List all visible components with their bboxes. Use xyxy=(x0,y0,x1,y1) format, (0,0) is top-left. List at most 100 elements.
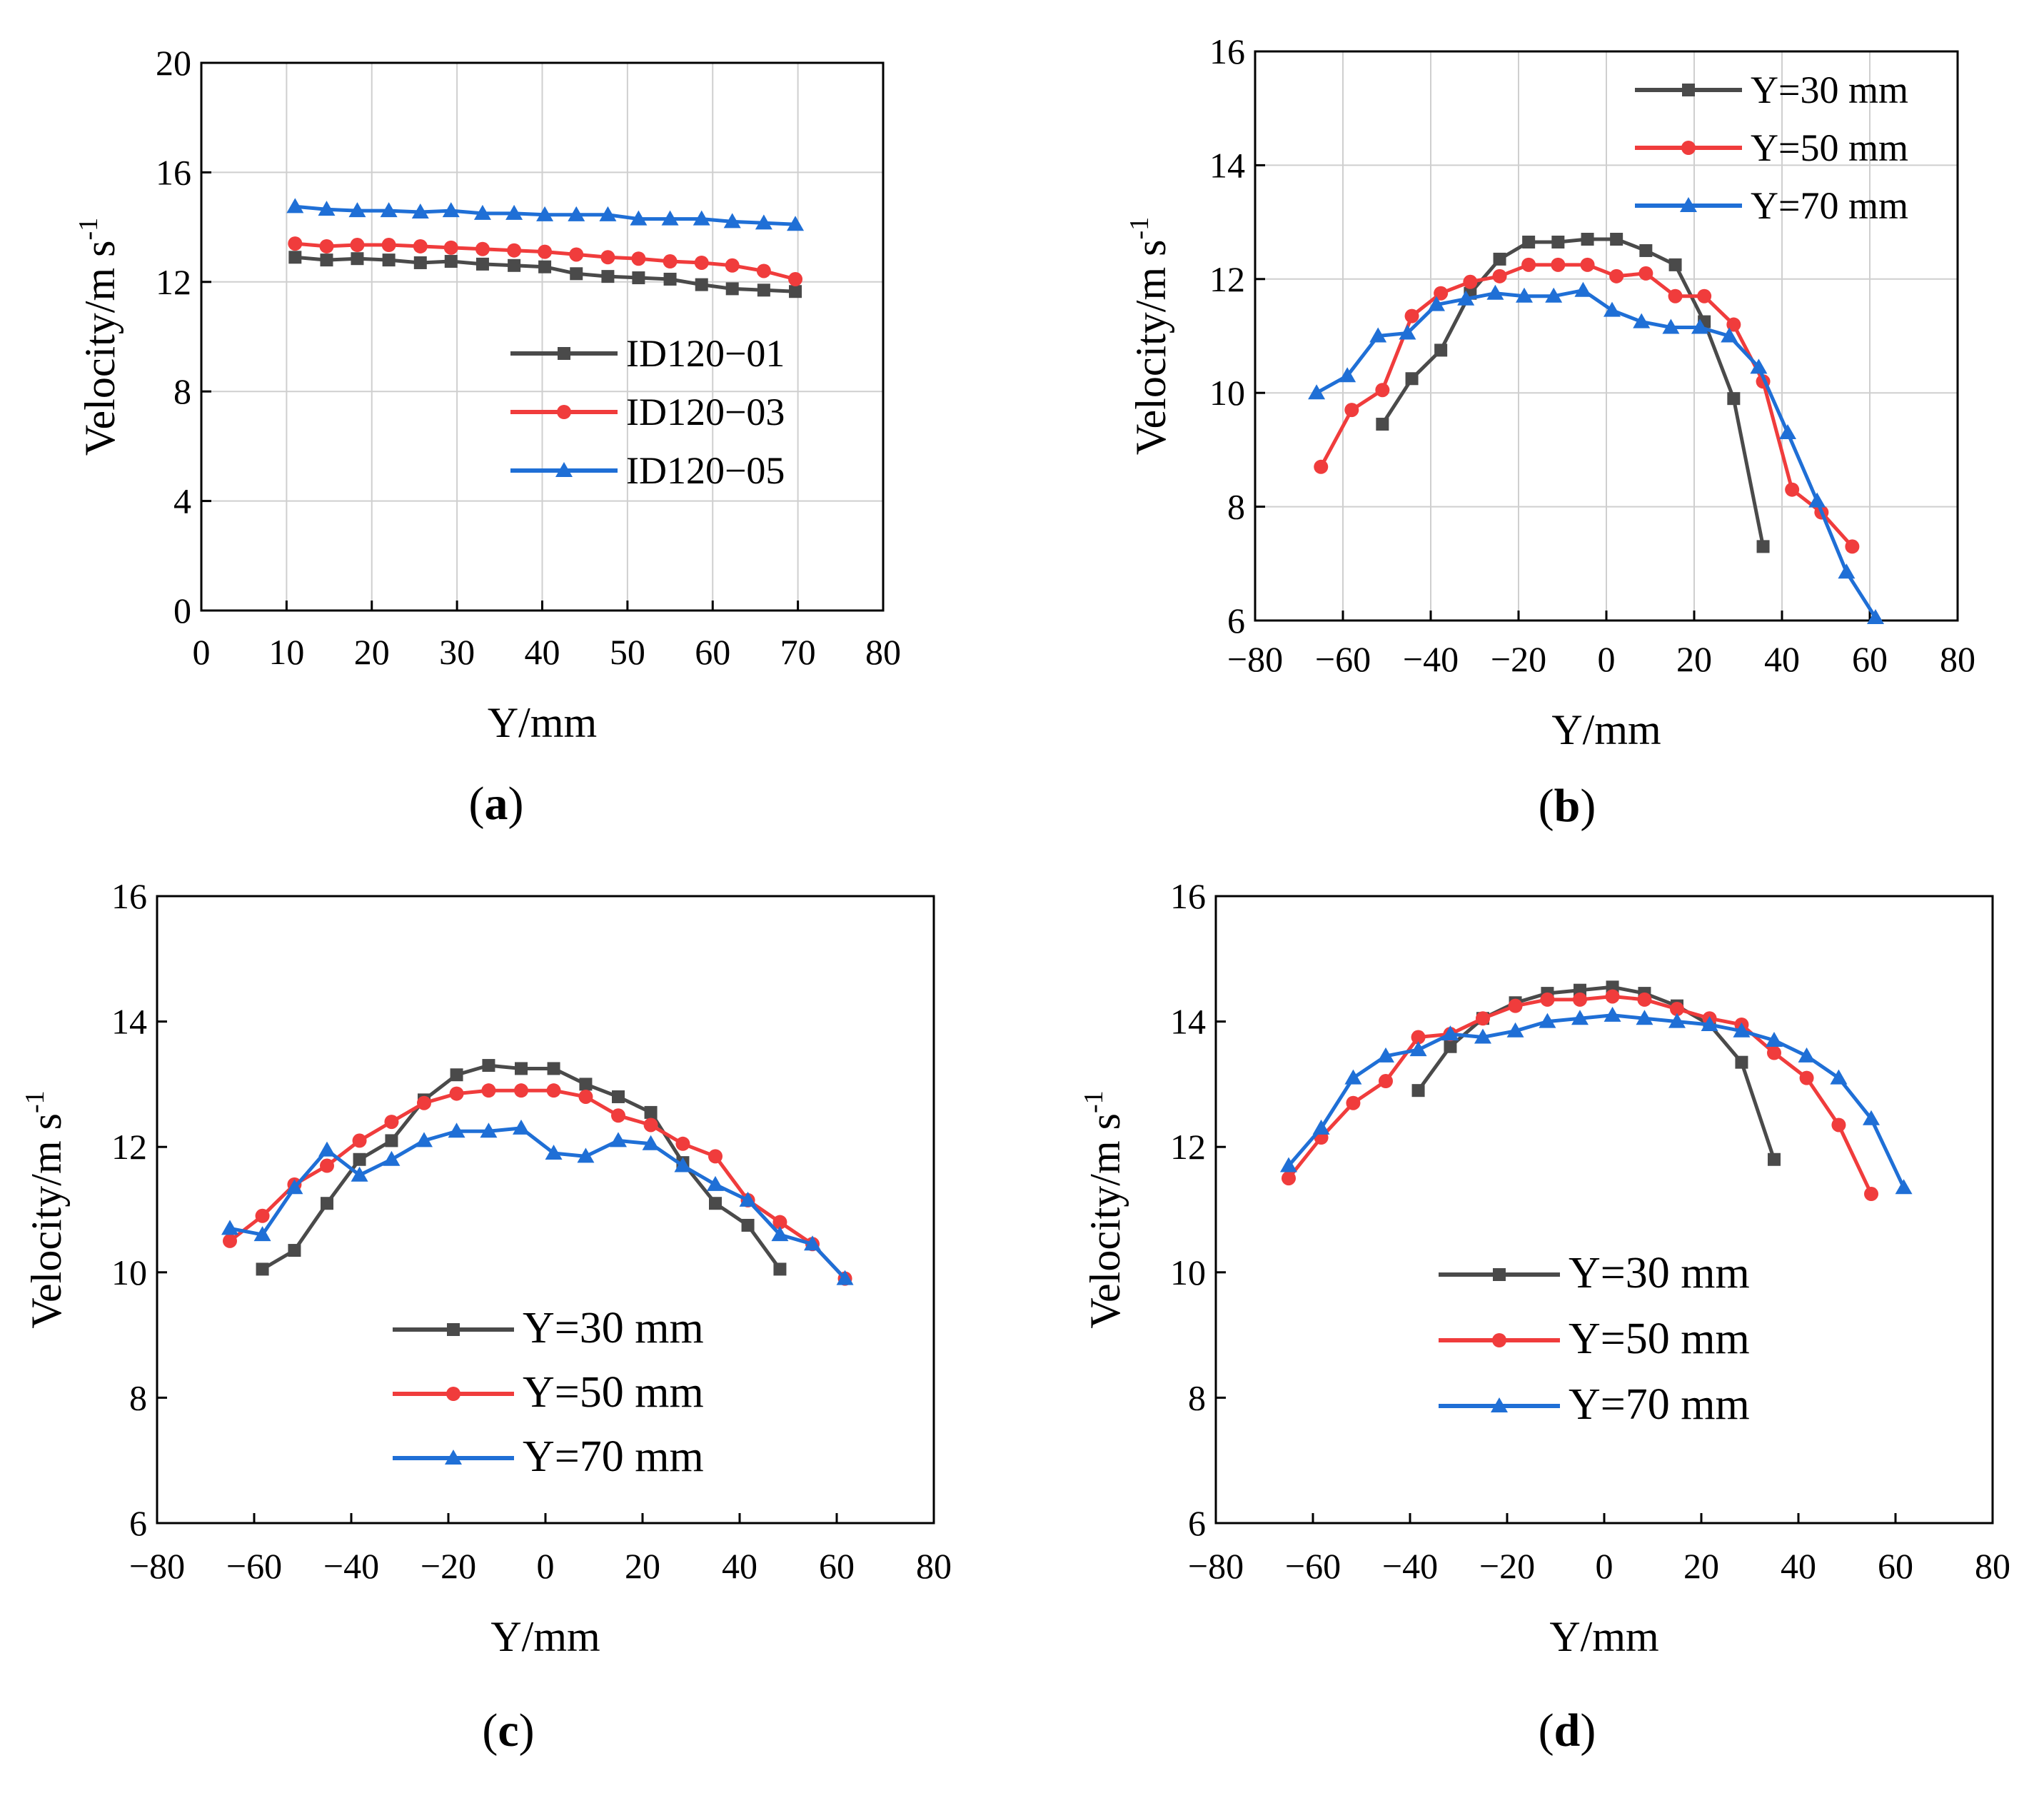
data-point xyxy=(773,1262,787,1276)
data-point xyxy=(1668,258,1682,271)
legend-label: Y=70 mm xyxy=(523,1432,704,1481)
data-point xyxy=(1808,492,1826,508)
series-line xyxy=(1315,288,1878,619)
y-axis-title: Velocity/m s-1 xyxy=(74,218,124,456)
chart-panel-b: −80 −60 −40 −20 0 20 40 60 80 6 8 10 12 14 16 Y/mm Veloc… xyxy=(1124,31,1975,832)
data-point xyxy=(1339,367,1356,383)
data-point xyxy=(380,202,398,218)
x-tick-label: −80 xyxy=(129,1546,185,1586)
panel-label-letter: a xyxy=(485,778,508,830)
series-1 xyxy=(288,251,802,298)
x-tick-label: 20 xyxy=(625,1546,660,1586)
legend-label: Y=30 mm xyxy=(1569,1249,1750,1297)
x-tick-label: 40 xyxy=(525,632,560,672)
legend-label: Y=70 mm xyxy=(1751,184,1908,227)
x-tick-label: −80 xyxy=(1188,1546,1244,1586)
data-point xyxy=(1845,539,1860,554)
data-point xyxy=(610,1132,627,1147)
data-point xyxy=(1768,1152,1781,1166)
data-point xyxy=(1610,233,1623,246)
series-line xyxy=(228,1088,847,1280)
data-point xyxy=(514,1083,528,1098)
series-3 xyxy=(1280,1006,1913,1195)
data-point xyxy=(221,1220,238,1235)
data-point xyxy=(741,1218,755,1232)
panel-label: (d) xyxy=(1539,1704,1596,1757)
panel-label-close: ) xyxy=(508,778,524,830)
data-point xyxy=(1756,540,1770,553)
data-point xyxy=(695,278,708,291)
x-tick-label: 20 xyxy=(354,632,390,672)
data-point xyxy=(600,250,615,265)
x-tick-label: 80 xyxy=(916,1546,952,1586)
y-axis-title-superscript: -1 xyxy=(1124,217,1154,240)
series-3 xyxy=(221,1119,854,1285)
data-point xyxy=(513,1119,530,1135)
data-point xyxy=(320,1158,334,1173)
panel-label-close: ) xyxy=(519,1704,535,1757)
x-tick-label: −20 xyxy=(1491,639,1546,679)
data-point xyxy=(505,204,523,220)
data-point xyxy=(569,247,584,262)
data-point xyxy=(286,1179,303,1195)
y-tick-label: 8 xyxy=(1227,487,1245,527)
data-point xyxy=(1691,318,1708,334)
data-point xyxy=(1493,252,1506,266)
data-point xyxy=(288,251,302,264)
data-point xyxy=(1399,324,1416,340)
data-point xyxy=(1662,318,1680,334)
data-point xyxy=(1280,1157,1297,1172)
panel-label-letter: b xyxy=(1554,780,1581,832)
data-point xyxy=(256,1262,269,1276)
data-point xyxy=(1670,1002,1684,1017)
data-point xyxy=(1411,1030,1426,1045)
data-point xyxy=(413,256,427,269)
x-tick-label: 60 xyxy=(695,632,730,672)
data-point xyxy=(1405,372,1419,386)
legend-marker xyxy=(445,1450,462,1465)
legend-marker xyxy=(1493,1268,1506,1281)
data-point xyxy=(1434,286,1449,301)
data-point xyxy=(1377,1047,1394,1063)
y-tick-label: 12 xyxy=(156,262,191,302)
data-point xyxy=(1603,301,1621,317)
panel-label: (b) xyxy=(1539,780,1596,832)
data-point xyxy=(788,271,803,286)
data-point xyxy=(1864,1187,1878,1202)
data-point xyxy=(663,272,677,286)
x-tick-label: 40 xyxy=(1781,1546,1816,1586)
data-point xyxy=(382,253,396,267)
series-line xyxy=(1319,263,1854,548)
y-axis-title-superscript: -1 xyxy=(74,218,104,241)
data-point xyxy=(1379,1074,1393,1089)
x-tick-label: −20 xyxy=(421,1546,476,1586)
x-tick-label: 80 xyxy=(1975,1546,2010,1586)
x-tick-label: −40 xyxy=(1403,639,1459,679)
x-axis-title: Y/mm xyxy=(490,1613,600,1660)
data-point xyxy=(545,1144,563,1160)
x-axis-title: Y/mm xyxy=(1551,706,1661,753)
data-point xyxy=(444,255,458,268)
data-point xyxy=(320,253,333,267)
data-point xyxy=(223,1233,237,1248)
data-point xyxy=(577,1147,595,1163)
panel-label-open: ( xyxy=(1539,780,1554,832)
legend-marker xyxy=(1680,197,1697,212)
data-point xyxy=(1551,257,1566,272)
data-point xyxy=(1721,327,1738,343)
legend-marker xyxy=(555,462,573,477)
data-point xyxy=(475,241,490,256)
data-point xyxy=(789,285,802,298)
data-point xyxy=(1636,1010,1653,1025)
data-point xyxy=(1486,284,1504,300)
gridlines xyxy=(1255,51,1958,621)
series-3 xyxy=(286,198,805,231)
y-tick-label: 12 xyxy=(1209,259,1245,299)
x-tick-label: −60 xyxy=(1285,1546,1341,1586)
data-point xyxy=(416,1132,433,1147)
data-point xyxy=(1733,1022,1751,1038)
data-point xyxy=(757,283,770,297)
data-point xyxy=(694,255,709,270)
data-point xyxy=(1474,1028,1491,1044)
chart-panel-a: 0 10 20 30 40 50 60 70 80 0 4 8 12 16 20 Y/mm Velocity/m… xyxy=(74,43,901,830)
